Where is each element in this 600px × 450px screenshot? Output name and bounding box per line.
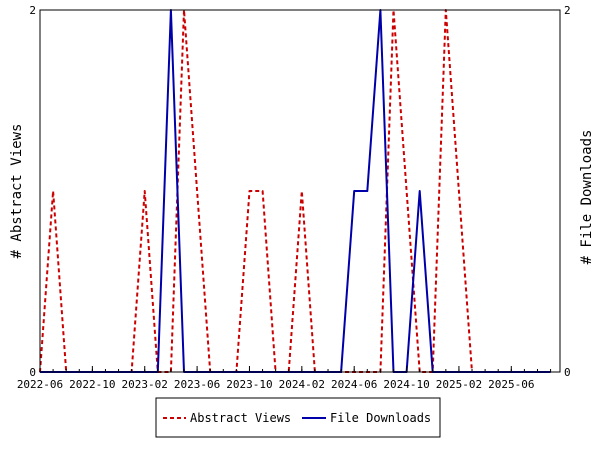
x-tick-label: 2023-02 [122,378,168,391]
y-right-tick-label: 0 [564,366,571,379]
x-tick-label: 2025-06 [488,378,534,391]
legend-label-abstract-views: Abstract Views [190,411,291,425]
x-tick-label: 2022-06 [17,378,63,391]
x-tick-label: 2024-06 [331,378,377,391]
y-axis-right-title: # File Downloads [579,130,595,265]
legend-box [155,397,441,438]
y-right-tick-label: 2 [564,4,571,17]
plot-area [39,9,551,373]
plot-frame [39,9,561,373]
x-tick-label: 2025-02 [436,378,482,391]
legend-label-file-downloads: File Downloads [330,411,431,425]
x-tick-label: 2023-10 [226,378,272,391]
legend: Abstract Views File Downloads [155,397,441,438]
axes: 2022-06 2022-10 2023-02 2023-06 2023-10 2024-… [17,4,571,391]
series-line-abstract-views [39,9,551,373]
y-axis-left-title: # Abstract Views [9,124,25,259]
y-left-tick-label: 2 [29,4,36,17]
x-tick-label: 2023-06 [174,378,220,391]
x-tick-label: 2024-10 [383,378,429,391]
y-left-tick-label: 0 [29,366,36,379]
x-tick-label: 2022-10 [69,378,115,391]
series-line-file-downloads [40,9,551,373]
x-tick-label: 2024-02 [279,378,325,391]
